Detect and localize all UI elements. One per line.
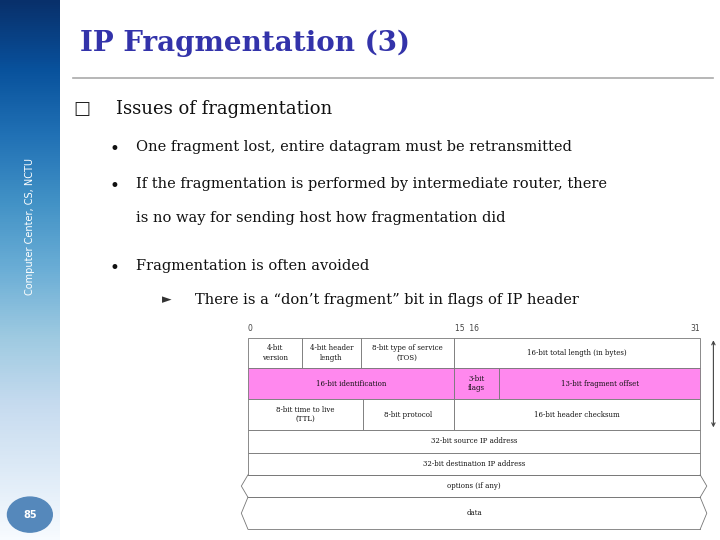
Bar [248,399,364,430]
Text: ►: ► [162,293,172,306]
Text: 16-bit total length (in bytes): 16-bit total length (in bytes) [527,349,627,357]
Text: Fragmentation is often avoided: Fragmentation is often avoided [135,259,369,273]
Text: 16-bit identification: 16-bit identification [315,380,386,388]
Bar [302,338,361,368]
Text: data: data [466,509,482,517]
Text: •: • [109,140,119,158]
Text: •: • [109,177,119,195]
Text: There is a “don’t fragment” bit in flags of IP header: There is a “don’t fragment” bit in flags… [195,293,579,307]
Bar [248,475,700,497]
Bar [248,368,454,399]
Text: Issues of fragmentation: Issues of fragmentation [116,100,332,118]
Text: IP Fragmentation (3): IP Fragmentation (3) [80,30,410,57]
Text: 32-bit destination IP address: 32-bit destination IP address [423,460,525,468]
Text: 8-bit time to live
(TTL): 8-bit time to live (TTL) [276,406,335,423]
Text: One fragment lost, entire datagram must be retransmitted: One fragment lost, entire datagram must … [135,140,572,154]
Bar [454,338,700,368]
Bar [248,338,302,368]
Text: 4-bit header
length: 4-bit header length [310,345,354,362]
Text: 8-bit type of service
(TOS): 8-bit type of service (TOS) [372,345,443,362]
Text: 8-bit protocol: 8-bit protocol [384,411,433,418]
Text: •: • [109,259,119,277]
Text: □: □ [73,100,90,118]
Bar [499,368,700,399]
Text: 3-bit
flags: 3-bit flags [468,375,485,393]
Bar [454,399,700,430]
Text: 85: 85 [23,510,37,519]
Text: Computer Center, CS, NCTU: Computer Center, CS, NCTU [25,158,35,295]
Bar [248,497,700,529]
Bar [364,399,454,430]
Text: If the fragmentation is performed by intermediate router, there: If the fragmentation is performed by int… [135,177,607,191]
Bar [454,368,499,399]
Text: 32-bit source IP address: 32-bit source IP address [431,437,517,446]
Text: options (if any): options (if any) [447,482,501,490]
Bar [248,430,700,453]
Text: 15  16: 15 16 [455,324,479,333]
Bar [361,338,454,368]
Text: 0: 0 [248,324,253,333]
Text: 4-bit
version: 4-bit version [262,345,288,362]
Text: 13-bit fragment offset: 13-bit fragment offset [561,380,639,388]
Text: 16-bit header checksum: 16-bit header checksum [534,411,620,418]
Ellipse shape [7,497,53,532]
Bar [248,453,700,475]
Text: 31: 31 [690,324,700,333]
Text: is no way for sending host how fragmentation did: is no way for sending host how fragmenta… [135,211,505,225]
